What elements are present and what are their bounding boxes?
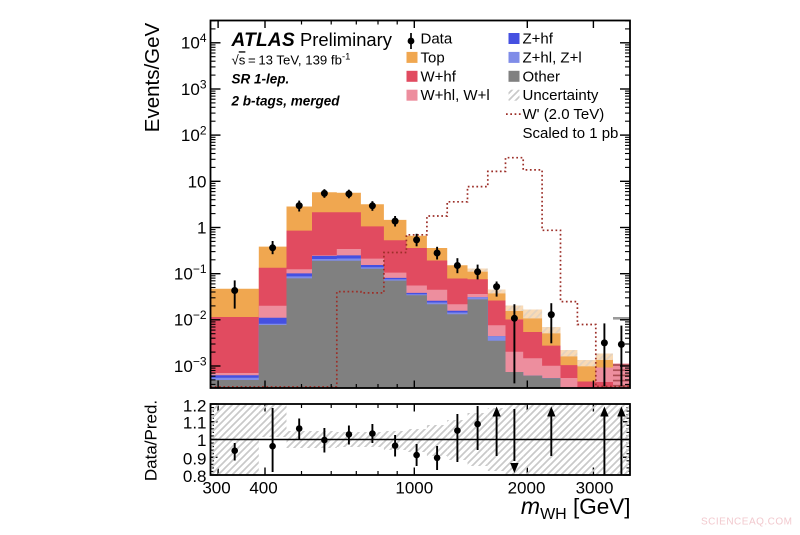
- svg-text:Z+hl, Z+l: Z+hl, Z+l: [523, 49, 582, 66]
- svg-text:Z+hf: Z+hf: [523, 31, 554, 48]
- svg-text:SR 1-lep.: SR 1-lep.: [232, 72, 290, 87]
- svg-text:10: 10: [188, 172, 207, 191]
- svg-text:300: 300: [202, 479, 230, 498]
- svg-text:√s = 13 TeV, 139 fb-1: √s = 13 TeV, 139 fb-1: [232, 51, 351, 67]
- svg-text:1: 1: [197, 219, 206, 238]
- svg-text:2000: 2000: [508, 479, 546, 498]
- svg-text:Preliminary: Preliminary: [300, 29, 393, 50]
- svg-text:Data/Pred.: Data/Pred.: [142, 400, 161, 481]
- svg-text:mWH [GeV]: mWH [GeV]: [521, 493, 631, 523]
- svg-text:0.9: 0.9: [183, 450, 207, 469]
- svg-text:1.1: 1.1: [183, 414, 207, 433]
- svg-text:Other: Other: [523, 68, 561, 85]
- svg-text:Data: Data: [421, 31, 453, 48]
- svg-text:W+hl, W+l: W+hl, W+l: [421, 87, 490, 104]
- svg-text:1.2: 1.2: [183, 396, 207, 415]
- svg-text:Uncertainty: Uncertainty: [523, 87, 599, 104]
- svg-text:W' (2.0 TeV): W' (2.0 TeV): [523, 106, 605, 123]
- svg-text:SCIENCEAQ.COM: SCIENCEAQ.COM: [701, 517, 793, 528]
- svg-text:3000: 3000: [576, 479, 614, 498]
- svg-text:2 b-tags, merged: 2 b-tags, merged: [231, 94, 341, 109]
- svg-text:400: 400: [249, 479, 277, 498]
- svg-text:1: 1: [197, 431, 206, 450]
- svg-text:Events/GeV: Events/GeV: [141, 22, 164, 132]
- svg-text:W+hf: W+hf: [421, 68, 457, 85]
- svg-text:1000: 1000: [395, 479, 433, 498]
- svg-text:ATLAS: ATLAS: [231, 30, 295, 51]
- svg-text:Scaled to 1 pb: Scaled to 1 pb: [523, 125, 619, 142]
- svg-text:0.8: 0.8: [183, 467, 207, 486]
- svg-text:Top: Top: [421, 49, 445, 66]
